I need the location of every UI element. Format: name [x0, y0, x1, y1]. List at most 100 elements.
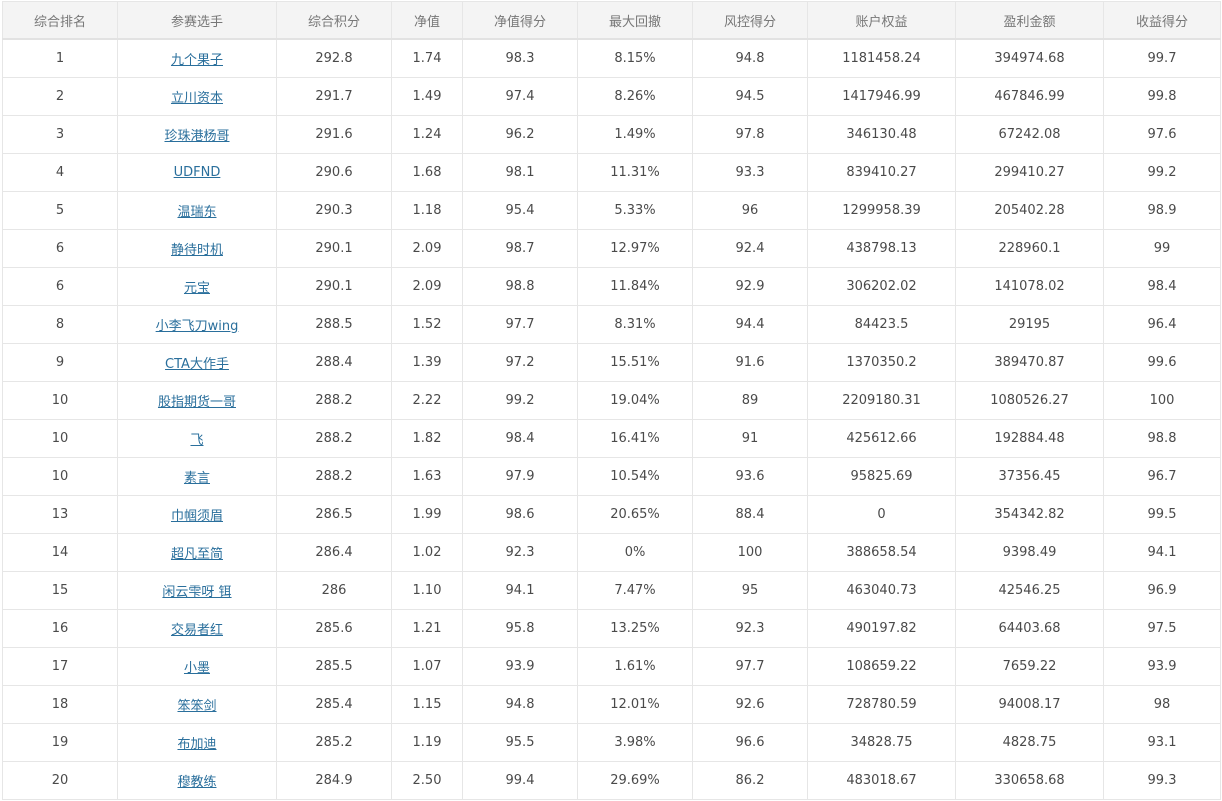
cell-return-score: 99.5	[1103, 495, 1221, 534]
player-link[interactable]: 交易者红	[170, 623, 223, 638]
cell-player: 珍珠港杨哥	[117, 115, 277, 154]
player-link[interactable]: CTA大作手	[165, 357, 229, 372]
table-header-row: 综合排名 参赛选手 综合积分 净值 净值得分 最大回撤 风控得分 账户权益 盈利…	[2, 1, 1221, 40]
cell-return-score: 97.5	[1103, 609, 1221, 648]
header-score: 综合积分	[276, 1, 392, 40]
cell-nav: 1.07	[391, 647, 463, 686]
cell-equity: 1299958.39	[807, 191, 956, 230]
cell-nav-score: 98.4	[462, 419, 578, 458]
player-link[interactable]: 飞	[190, 433, 204, 448]
cell-nav: 1.52	[391, 305, 463, 344]
cell-nav: 2.09	[391, 267, 463, 306]
cell-nav-score: 97.2	[462, 343, 578, 382]
cell-return-score: 99.2	[1103, 153, 1221, 192]
cell-rank: 14	[2, 533, 118, 572]
cell-rank: 1	[2, 38, 118, 78]
cell-equity: 95825.69	[807, 457, 956, 496]
table-row: 2 立川资本 291.7 1.49 97.4 8.26% 94.5 1417946.99 467…	[2, 77, 1221, 116]
player-link[interactable]: 温瑞东	[177, 205, 217, 220]
cell-equity: 346130.48	[807, 115, 956, 154]
cell-return-score: 98.9	[1103, 191, 1221, 230]
header-profit: 盈利金额	[955, 1, 1104, 40]
cell-profit: 9398.49	[955, 533, 1104, 572]
cell-max-drawdown: 13.25%	[577, 609, 693, 648]
header-risk-score: 风控得分	[692, 1, 808, 40]
cell-nav: 1.74	[391, 38, 463, 78]
cell-risk-score: 92.6	[692, 685, 808, 724]
cell-equity: 1181458.24	[807, 38, 956, 78]
cell-max-drawdown: 19.04%	[577, 381, 693, 420]
cell-risk-score: 88.4	[692, 495, 808, 534]
player-link[interactable]: 静待时机	[170, 243, 223, 258]
cell-nav-score: 96.2	[462, 115, 578, 154]
cell-nav-score: 97.9	[462, 457, 578, 496]
cell-player: 交易者红	[117, 609, 277, 648]
cell-nav-score: 95.8	[462, 609, 578, 648]
header-nav-score: 净值得分	[462, 1, 578, 40]
player-link[interactable]: 笨笨剑	[177, 699, 217, 714]
cell-equity: 483018.67	[807, 761, 956, 800]
cell-profit: 7659.22	[955, 647, 1104, 686]
table-row: 10 股指期货一哥 288.2 2.22 99.2 19.04% 89 2209180.31 1…	[2, 381, 1221, 420]
cell-score: 286.5	[276, 495, 392, 534]
cell-rank: 18	[2, 685, 118, 724]
cell-equity: 0	[807, 495, 956, 534]
cell-max-drawdown: 15.51%	[577, 343, 693, 382]
table-row: 17 小墨 285.5 1.07 93.9 1.61% 97.7 108659.22 7659.…	[2, 647, 1221, 686]
cell-nav: 2.22	[391, 381, 463, 420]
cell-equity: 306202.02	[807, 267, 956, 306]
cell-player: 静待时机	[117, 229, 277, 268]
header-equity: 账户权益	[807, 1, 956, 40]
player-link[interactable]: 九个果子	[170, 53, 223, 68]
player-link[interactable]: 小墨	[183, 661, 210, 676]
cell-rank: 9	[2, 343, 118, 382]
player-link[interactable]: 股指期货一哥	[157, 395, 236, 410]
cell-equity: 839410.27	[807, 153, 956, 192]
cell-player: 布加迪	[117, 723, 277, 762]
cell-player: 元宝	[117, 267, 277, 306]
cell-max-drawdown: 8.31%	[577, 305, 693, 344]
cell-risk-score: 96	[692, 191, 808, 230]
cell-nav-score: 98.1	[462, 153, 578, 192]
player-link[interactable]: 巾帼须眉	[170, 509, 223, 524]
player-link[interactable]: 超凡至简	[170, 547, 223, 562]
cell-player: 小墨	[117, 647, 277, 686]
cell-nav-score: 99.2	[462, 381, 578, 420]
cell-profit: 141078.02	[955, 267, 1104, 306]
cell-nav: 1.21	[391, 609, 463, 648]
player-link[interactable]: UDFND	[173, 165, 221, 180]
player-link[interactable]: 立川资本	[170, 91, 223, 106]
cell-risk-score: 92.3	[692, 609, 808, 648]
cell-nav: 1.10	[391, 571, 463, 610]
cell-player: 笨笨剑	[117, 685, 277, 724]
table-row: 13 巾帼须眉 286.5 1.99 98.6 20.65% 88.4 0 354342.82 9…	[2, 495, 1221, 534]
player-link[interactable]: 珍珠港杨哥	[164, 129, 230, 144]
cell-nav: 1.24	[391, 115, 463, 154]
cell-risk-score: 89	[692, 381, 808, 420]
cell-return-score: 98.4	[1103, 267, 1221, 306]
table-row: 15 闲云雫呀 铒 286 1.10 94.1 7.47% 95 463040.73 42546…	[2, 571, 1221, 610]
cell-equity: 425612.66	[807, 419, 956, 458]
player-link[interactable]: 小李飞刀wing	[155, 319, 239, 334]
cell-score: 288.5	[276, 305, 392, 344]
cell-return-score: 96.9	[1103, 571, 1221, 610]
player-link[interactable]: 素言	[183, 471, 210, 486]
cell-equity: 463040.73	[807, 571, 956, 610]
cell-return-score: 94.1	[1103, 533, 1221, 572]
header-rank: 综合排名	[2, 1, 118, 40]
player-link[interactable]: 穆教练	[177, 775, 217, 790]
cell-profit: 299410.27	[955, 153, 1104, 192]
cell-equity: 34828.75	[807, 723, 956, 762]
player-link[interactable]: 元宝	[183, 281, 210, 296]
table-row: 3 珍珠港杨哥 291.6 1.24 96.2 1.49% 97.8 346130.48 672…	[2, 115, 1221, 154]
cell-nav-score: 98.3	[462, 38, 578, 78]
player-link[interactable]: 闲云雫呀 铒	[162, 585, 232, 600]
table-row: 16 交易者红 285.6 1.21 95.8 13.25% 92.3 490197.82 64…	[2, 609, 1221, 648]
cell-score: 288.2	[276, 457, 392, 496]
cell-nav-score: 94.8	[462, 685, 578, 724]
cell-rank: 10	[2, 419, 118, 458]
cell-player: 素言	[117, 457, 277, 496]
cell-profit: 330658.68	[955, 761, 1104, 800]
player-link[interactable]: 布加迪	[177, 737, 217, 752]
cell-risk-score: 91.6	[692, 343, 808, 382]
